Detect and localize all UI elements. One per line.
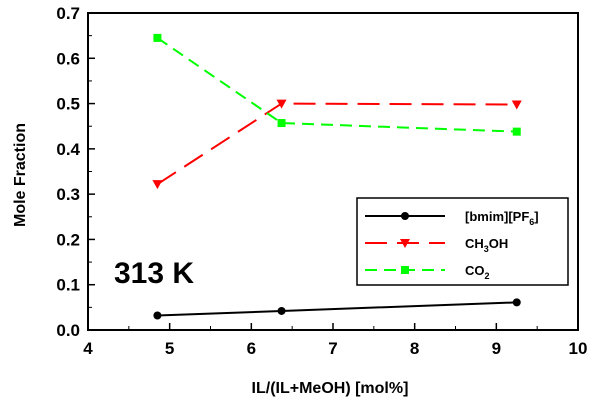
series-0 (153, 298, 521, 320)
x-tick-label: 8 (410, 339, 419, 358)
y-tick-label: 0.7 (56, 4, 80, 23)
legend-entry: CO2 (365, 263, 490, 281)
temperature-annotation: 313 K (114, 257, 194, 290)
legend-entry: CH3OH (365, 236, 508, 254)
legend-marker (401, 212, 409, 220)
y-tick-label: 0.1 (56, 276, 80, 295)
x-tick-label: 10 (569, 339, 588, 358)
ticks-layer: 4 5 6 7 8 9 10 0.0 0.1 0.2 0.3 0.4 0.5 0.6 0.7 (56, 4, 587, 358)
legend: [bmim][PF6] CH3OH CO2 (356, 197, 569, 286)
data-point (511, 100, 522, 110)
legend-label-tail: ] (534, 209, 538, 224)
legend-marker (401, 266, 409, 274)
legend-label-tail: OH (489, 236, 509, 251)
legend-box (356, 197, 569, 286)
legend-label: [bmim][PF6] (465, 209, 539, 227)
y-tick-label: 0.4 (56, 140, 80, 159)
data-point (153, 33, 162, 42)
x-tick-label: 7 (328, 339, 337, 358)
series-layer (152, 33, 522, 320)
y-tick-label: 0.0 (56, 321, 80, 340)
y-tick-label: 0.2 (56, 230, 80, 249)
legend-label: CH3OH (465, 236, 508, 254)
series-2 (153, 33, 521, 136)
y-tick-label: 0.6 (56, 49, 80, 68)
legend-label: CO2 (465, 263, 490, 281)
legend-label-main: [bmim][PF (465, 209, 529, 224)
series-line (157, 301, 517, 317)
series-line (156, 37, 517, 133)
legend-label-main: CH (465, 236, 484, 251)
legend-marker (400, 239, 410, 248)
x-axis-title: IL/(IL+MeOH) [mol%] (252, 380, 409, 397)
legend-entry: [bmim][PF6] (365, 209, 539, 227)
data-point (512, 127, 521, 136)
legend-label-main: CO (465, 263, 485, 278)
data-point (277, 119, 286, 128)
y-tick-label: 0.3 (56, 185, 80, 204)
data-point (153, 311, 162, 320)
x-tick-label: 5 (165, 339, 174, 358)
data-point (276, 99, 287, 109)
data-point (152, 180, 163, 190)
legend-label-sub: 2 (485, 271, 490, 281)
legend-label-sub: 3 (484, 244, 489, 254)
legend-label-sub: 6 (529, 217, 534, 227)
x-tick-label: 9 (492, 339, 501, 358)
data-point (277, 306, 286, 315)
series-line (156, 102, 517, 186)
series-1 (152, 99, 522, 190)
y-axis-title: Mole Fraction (12, 123, 29, 227)
x-tick-label: 4 (83, 339, 93, 358)
data-point (512, 298, 521, 307)
x-tick-label: 6 (247, 339, 256, 358)
y-tick-label: 0.5 (56, 95, 80, 114)
